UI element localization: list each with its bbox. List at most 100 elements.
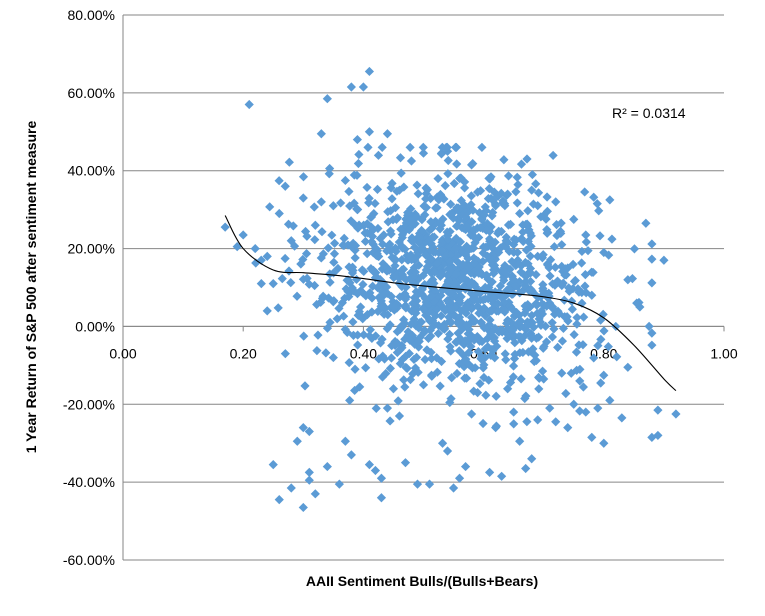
data-point	[383, 241, 394, 251]
data-point	[299, 331, 309, 341]
data-point	[450, 291, 460, 301]
data-point	[330, 238, 340, 248]
data-point	[410, 242, 420, 252]
data-point	[405, 252, 415, 262]
data-point	[387, 252, 397, 262]
data-point	[556, 218, 566, 228]
data-point	[484, 184, 494, 194]
data-point	[460, 284, 470, 294]
data-point	[475, 223, 485, 233]
data-point	[494, 247, 504, 258]
y-tick-label: 40.00%	[68, 163, 115, 179]
data-point	[375, 233, 385, 244]
data-point	[474, 287, 484, 298]
data-point	[509, 234, 519, 244]
data-point	[490, 253, 500, 263]
data-point	[539, 341, 549, 352]
data-point	[580, 187, 590, 197]
data-point	[298, 254, 308, 265]
data-point	[268, 279, 278, 289]
data-point	[417, 215, 427, 225]
data-point	[363, 142, 373, 152]
data-point	[386, 229, 396, 239]
data-point	[286, 278, 296, 288]
data-point	[400, 318, 410, 328]
data-point	[550, 309, 560, 319]
data-point	[353, 340, 363, 350]
data-point	[400, 382, 410, 392]
data-point	[487, 344, 497, 355]
data-point	[439, 250, 450, 260]
data-point	[502, 318, 512, 328]
data-point	[366, 222, 376, 232]
y-tick-label: 0.00%	[75, 318, 115, 334]
data-point	[572, 312, 582, 323]
data-point	[289, 241, 300, 251]
data-point	[516, 261, 526, 271]
data-point	[463, 276, 473, 286]
data-point	[469, 264, 479, 275]
data-point	[491, 421, 502, 431]
data-point	[596, 315, 606, 325]
data-point	[527, 185, 537, 195]
data-point	[516, 374, 526, 384]
data-point	[568, 259, 578, 269]
data-point	[461, 373, 472, 383]
data-point	[557, 368, 567, 378]
data-point	[532, 308, 542, 318]
data-point	[520, 280, 530, 290]
data-point	[364, 127, 375, 137]
data-point	[354, 307, 364, 317]
data-point	[455, 237, 466, 247]
data-point	[404, 348, 414, 359]
y-tick-label: -20.00%	[63, 396, 115, 412]
data-point	[451, 337, 461, 347]
data-point	[402, 363, 412, 373]
data-point	[521, 245, 532, 255]
data-point	[446, 199, 456, 209]
data-point	[362, 249, 372, 259]
data-point	[273, 303, 283, 313]
data-point	[427, 281, 437, 291]
data-point	[518, 236, 528, 247]
data-point	[558, 323, 569, 333]
data-point	[577, 258, 587, 268]
data-point	[400, 244, 410, 254]
data-point	[327, 230, 337, 240]
data-point	[536, 320, 546, 330]
data-point	[593, 403, 603, 413]
y-axis-title: 1 Year Return of S&P 500 after sentiment…	[23, 121, 39, 454]
data-point	[341, 284, 351, 294]
data-point	[346, 241, 357, 252]
data-point	[468, 225, 479, 235]
data-point	[268, 460, 278, 470]
data-point	[354, 149, 364, 160]
data-point	[438, 214, 448, 224]
data-point	[410, 363, 421, 373]
data-point	[521, 219, 531, 230]
data-point	[508, 361, 519, 371]
data-point	[395, 345, 405, 355]
data-point	[525, 251, 535, 261]
data-point	[583, 246, 593, 256]
data-point	[452, 250, 462, 260]
data-point	[647, 278, 657, 288]
data-point	[517, 336, 527, 346]
data-point	[400, 458, 411, 468]
data-point	[516, 267, 526, 277]
data-point	[549, 242, 559, 252]
data-point	[340, 324, 350, 335]
data-point	[425, 234, 435, 245]
data-point	[443, 269, 454, 279]
data-point	[520, 393, 530, 404]
data-point	[385, 416, 395, 426]
data-point	[497, 325, 508, 335]
data-point	[366, 212, 377, 222]
data-point	[481, 225, 491, 235]
data-point	[542, 192, 552, 202]
data-point	[521, 324, 531, 335]
data-point	[391, 299, 402, 309]
data-point	[436, 311, 446, 321]
data-point	[439, 194, 449, 204]
